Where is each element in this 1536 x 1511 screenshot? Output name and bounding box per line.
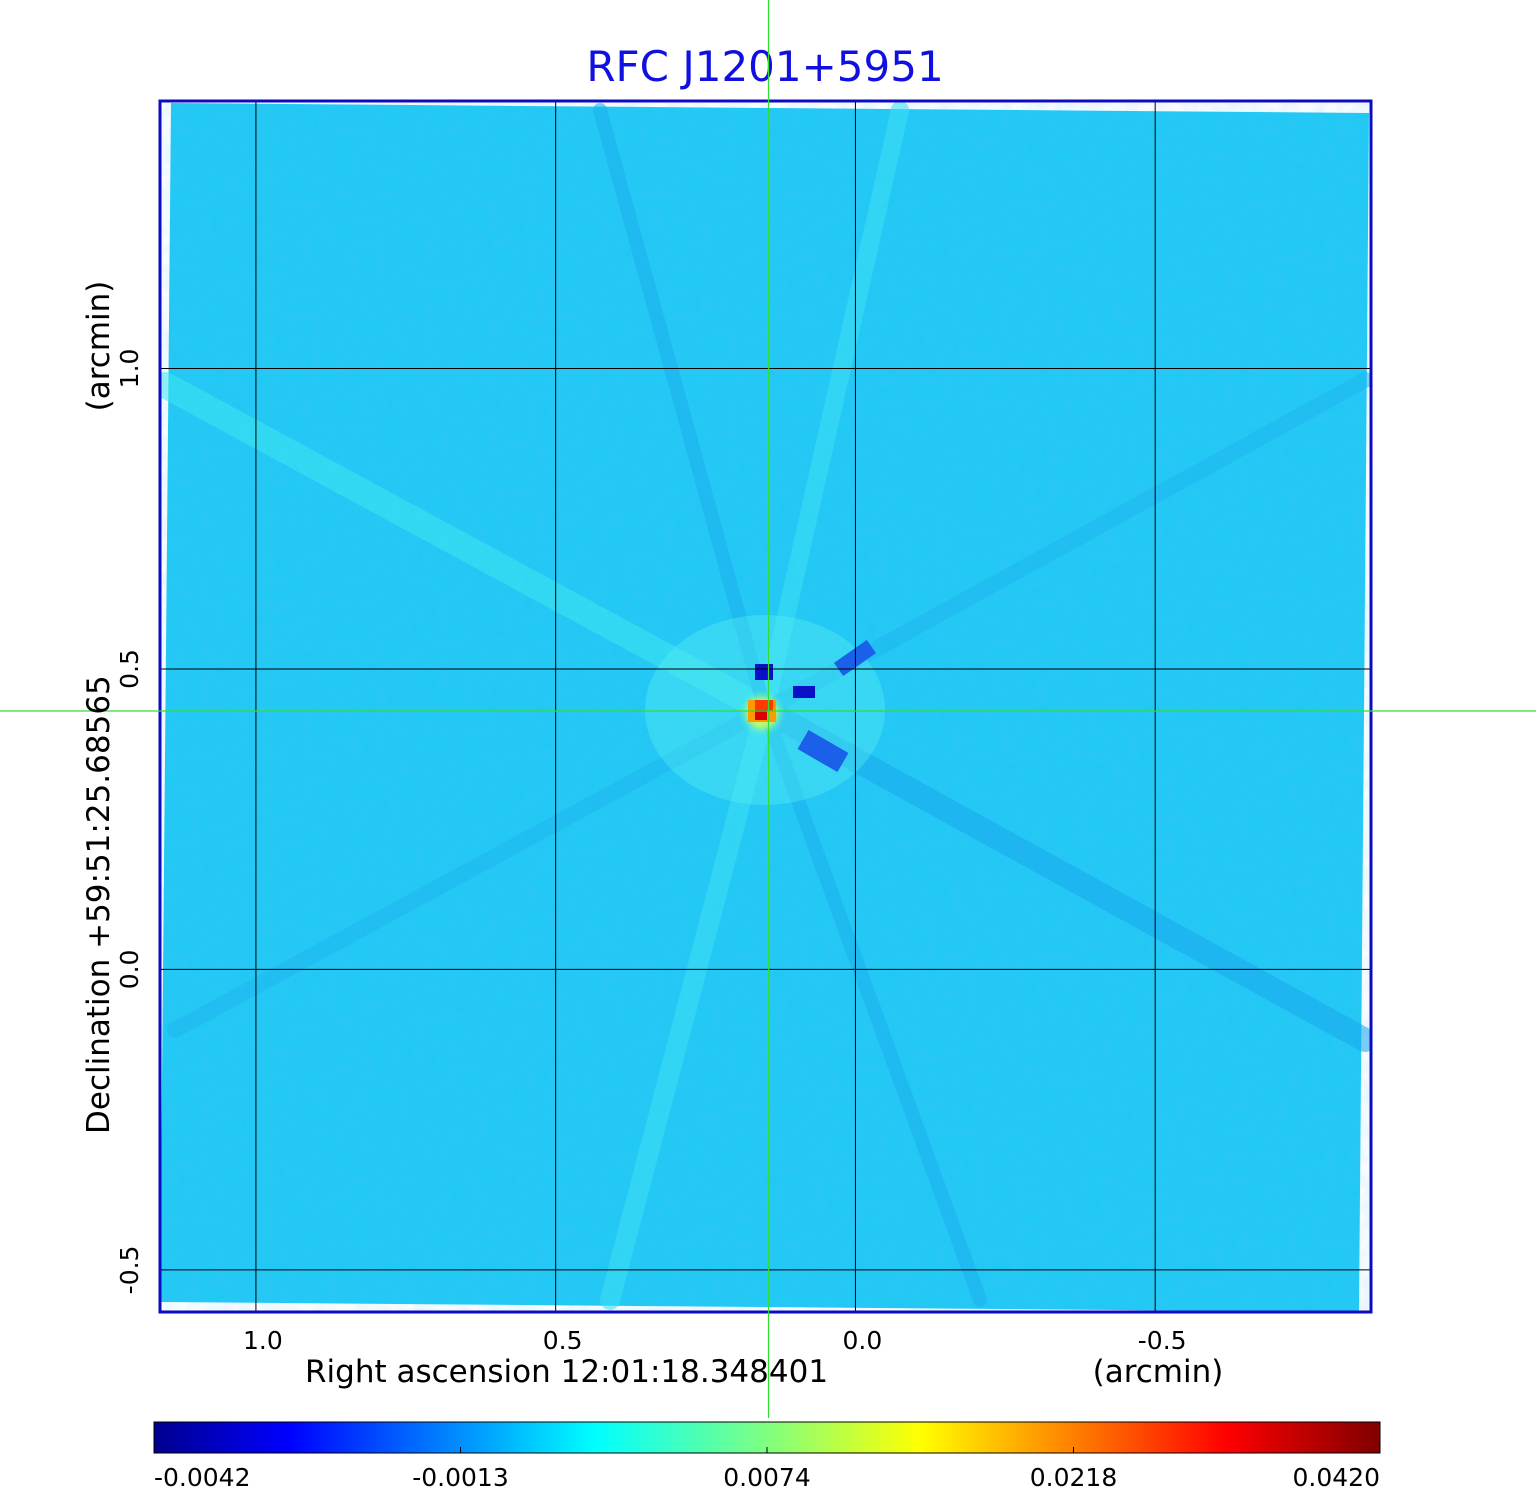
y-axis-label: Declination +59:51:25.68565 — [81, 675, 117, 1134]
image-map — [160, 101, 1371, 1312]
colorbar-tick-label: 0.0420 — [1293, 1463, 1380, 1492]
colorbar-tick-label: -0.0042 — [154, 1463, 251, 1492]
x-tick-label: 0.5 — [543, 1326, 583, 1355]
y-tick-label: 0.5 — [115, 649, 144, 689]
y-tick-label: -0.5 — [115, 1246, 144, 1295]
x-tick-labels: 1.0 0.5 0.0 -0.5 — [243, 1326, 1187, 1355]
x-tick-label: -0.5 — [1138, 1326, 1187, 1355]
colorbar-ticks: -0.0042 -0.0013 0.0074 0.0218 0.0420 — [153, 1447, 1381, 1492]
x-axis-unit: (arcmin) — [1093, 1354, 1224, 1390]
coordinate-grid — [160, 101, 1371, 1312]
colorbar — [153, 1421, 1381, 1454]
y-tick-label: 1.0 — [115, 349, 144, 389]
colorbar-tick-label: 0.0218 — [1030, 1463, 1117, 1492]
chart-title: RFC J1201+5951 — [586, 42, 943, 91]
colorbar-tick-label: -0.0013 — [412, 1463, 509, 1492]
x-tick-label: 1.0 — [243, 1326, 283, 1355]
crosshair — [0, 0, 1536, 1418]
plot-frame — [158, 99, 1373, 1314]
x-tick-label: 0.0 — [843, 1326, 883, 1355]
x-axis-label: Right ascension 12:01:18.348401 — [305, 1354, 828, 1390]
y-tick-labels: 1.0 0.5 0.0 -0.5 — [115, 349, 144, 1295]
y-axis-unit: (arcmin) — [81, 281, 117, 412]
colorbar-tick-label: 0.0074 — [723, 1463, 810, 1492]
sidelobe-streaks — [160, 101, 1371, 1310]
y-tick-label: 0.0 — [115, 950, 144, 990]
source-blob — [645, 615, 885, 805]
